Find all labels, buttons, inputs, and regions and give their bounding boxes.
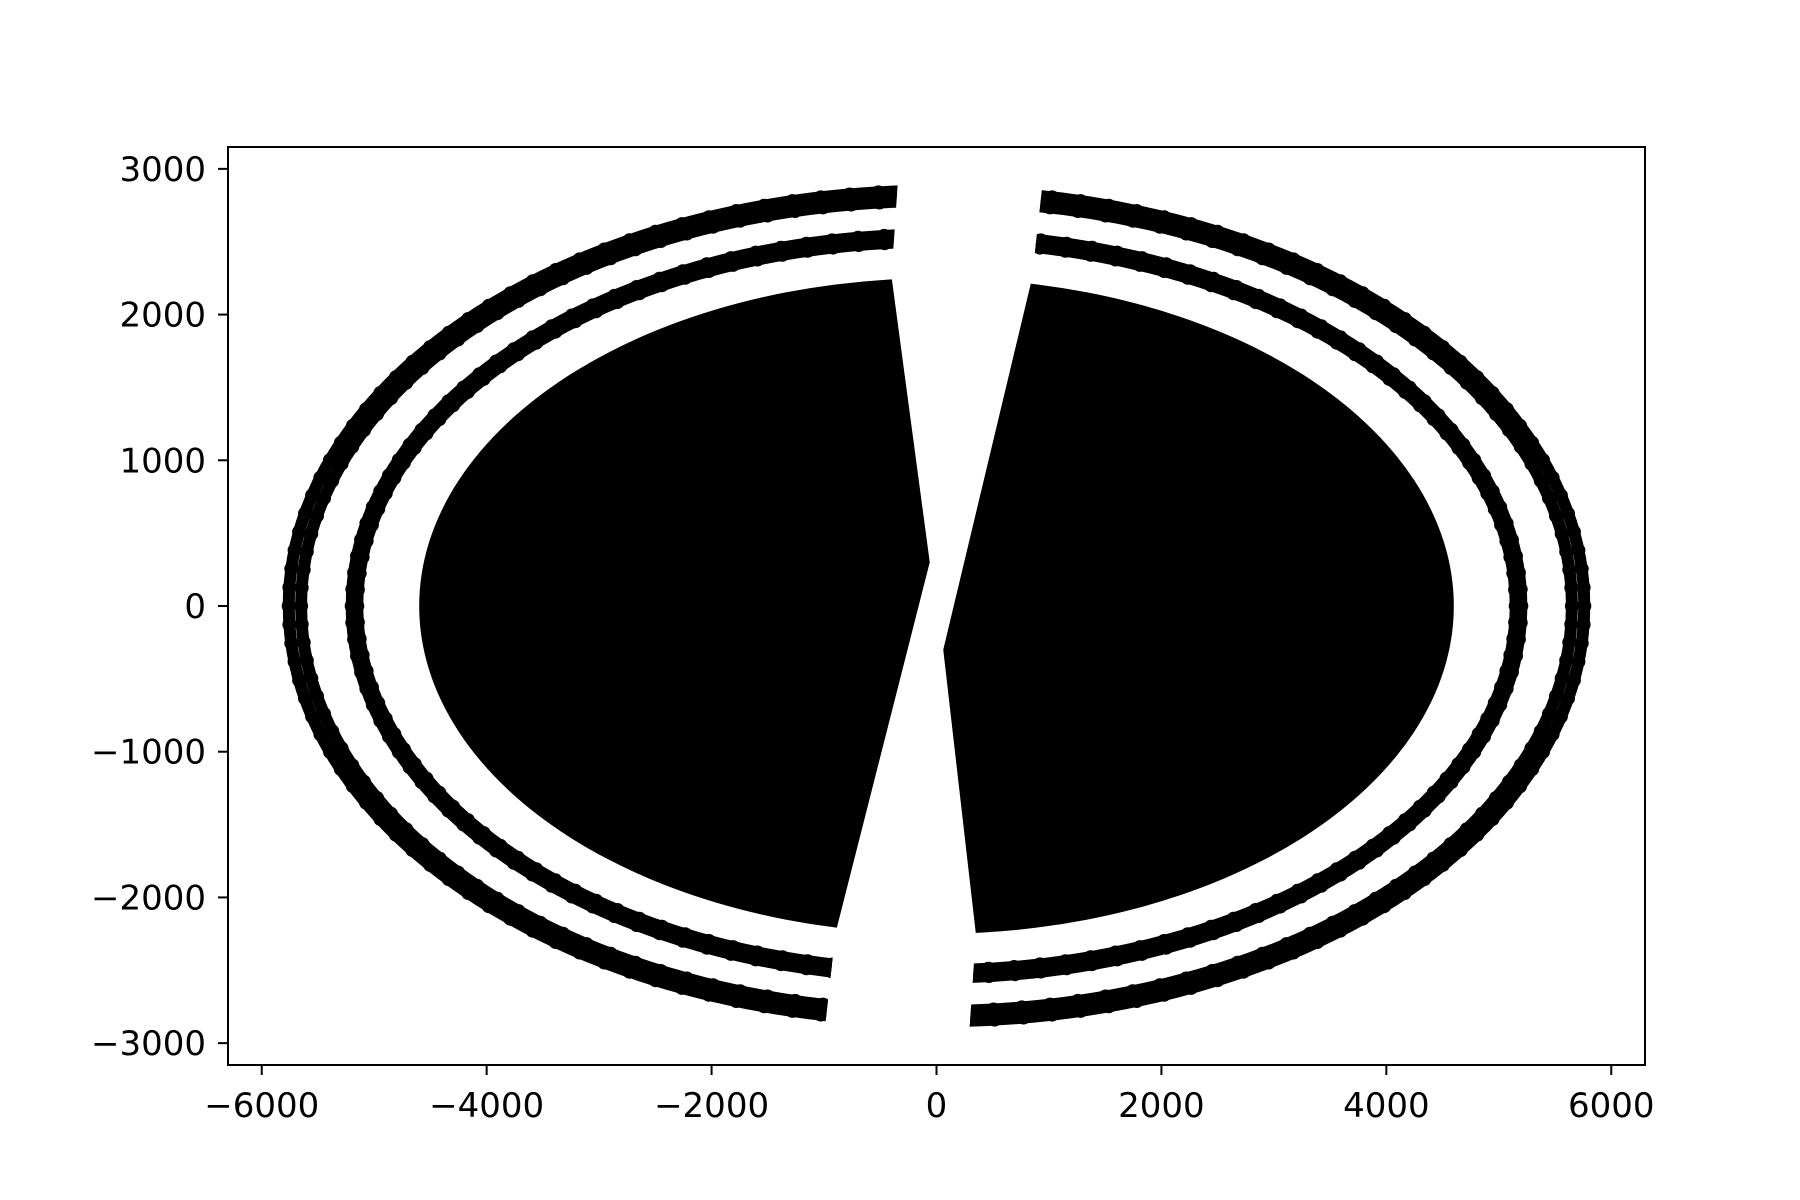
scatter-lobe-right [943, 183, 1592, 1028]
scatter-ring-right-1 [943, 228, 1528, 984]
scatter-lobe-left [281, 183, 930, 1029]
scatter-ring-left-2 [295, 194, 930, 1018]
y-tick-label: −2000 [91, 878, 206, 918]
y-tick-label: 2000 [119, 296, 206, 336]
scatter-ring-right-3 [943, 184, 1591, 1028]
y-axis: −3000 −2000 −1000 0 1000 2000 3000 [91, 150, 228, 1064]
x-tick-label: 6000 [1568, 1086, 1655, 1126]
scatter-core-left [419, 278, 930, 934]
scatter-ring-right-2 [943, 194, 1578, 1018]
axes-frame [227, 146, 1646, 1066]
y-tick-label: 1000 [119, 441, 206, 481]
scatter-ring-left-3 [282, 184, 930, 1028]
plot-area [281, 183, 1592, 1029]
y-tick-label: −3000 [91, 1024, 206, 1064]
x-tick-label: 4000 [1343, 1086, 1430, 1126]
x-tick-label: 2000 [1118, 1086, 1205, 1126]
scatter-ring-left-1 [345, 228, 930, 984]
y-tick-label: 0 [184, 587, 206, 627]
x-tick-label: 0 [926, 1086, 948, 1126]
x-tick-label: −4000 [429, 1086, 544, 1126]
x-tick-label: −2000 [654, 1086, 769, 1126]
y-tick-label: −1000 [91, 733, 206, 773]
y-tick-label: 3000 [119, 150, 206, 190]
x-tick-label: −6000 [204, 1086, 319, 1126]
x-axis: −6000 −4000 −2000 0 2000 4000 6000 [204, 1065, 1655, 1126]
scatter-core-right [943, 278, 1454, 934]
